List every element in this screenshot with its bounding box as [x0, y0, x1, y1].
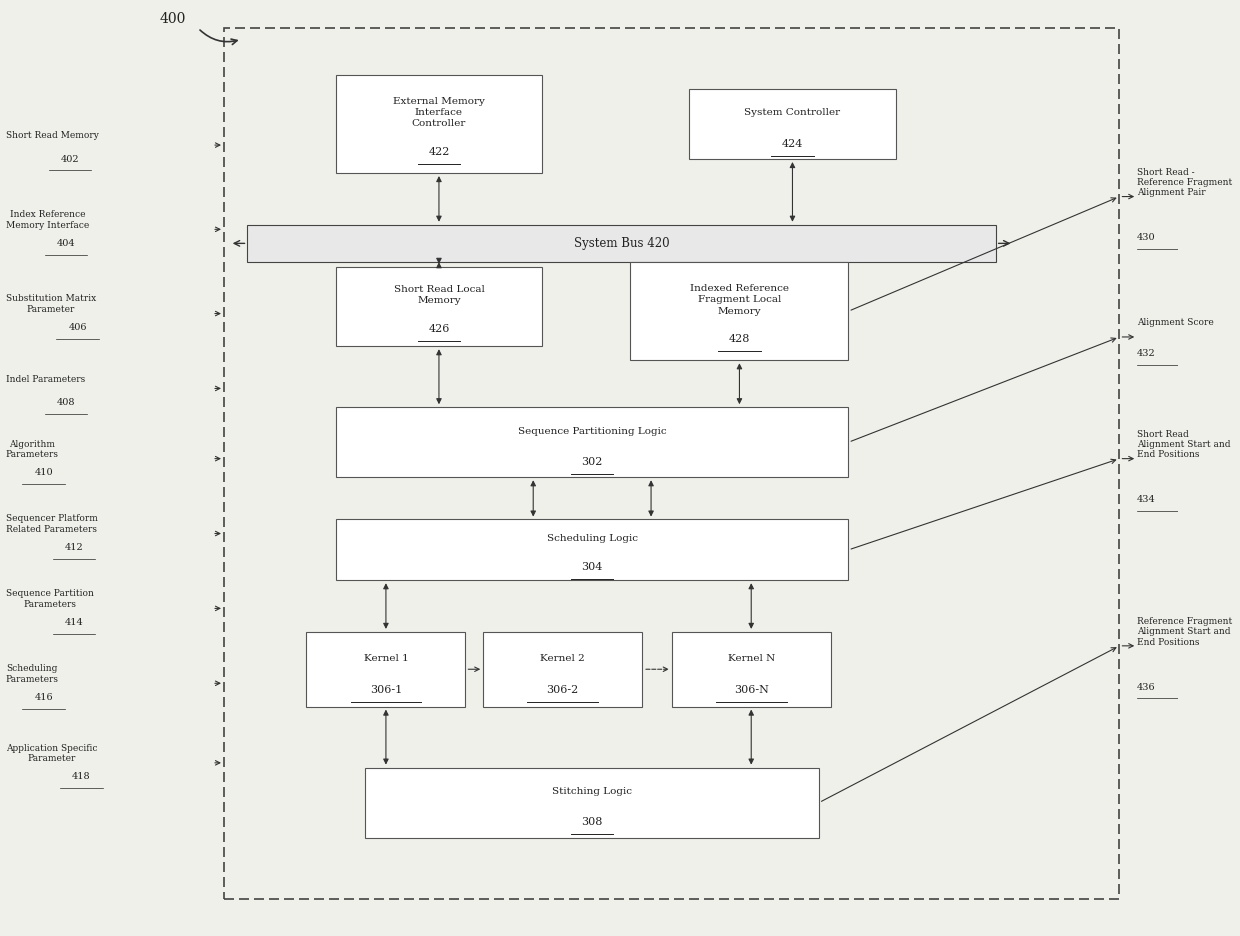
- FancyBboxPatch shape: [306, 632, 465, 707]
- Text: Kernel 1: Kernel 1: [363, 653, 408, 663]
- Text: 304: 304: [582, 562, 603, 572]
- Text: Sequence Partitioning Logic: Sequence Partitioning Logic: [518, 427, 666, 435]
- FancyBboxPatch shape: [630, 262, 848, 360]
- Text: Stitching Logic: Stitching Logic: [552, 787, 632, 796]
- Text: 306-2: 306-2: [547, 685, 579, 695]
- FancyBboxPatch shape: [336, 519, 848, 580]
- FancyBboxPatch shape: [484, 632, 642, 707]
- Text: Index Reference
Memory Interface: Index Reference Memory Interface: [6, 211, 89, 229]
- Text: 402: 402: [61, 154, 79, 164]
- Text: 308: 308: [582, 817, 603, 827]
- FancyBboxPatch shape: [672, 632, 831, 707]
- Text: Reference Fragment
Alignment Start and
End Positions: Reference Fragment Alignment Start and E…: [1137, 617, 1233, 647]
- Text: System Controller: System Controller: [744, 109, 841, 117]
- Text: Indel Parameters: Indel Parameters: [6, 374, 86, 384]
- Text: Short Read
Alignment Start and
End Positions: Short Read Alignment Start and End Posit…: [1137, 430, 1230, 460]
- Text: Short Read -
Reference Fragment
Alignment Pair: Short Read - Reference Fragment Alignmen…: [1137, 168, 1233, 197]
- Text: Application Specific
Parameter: Application Specific Parameter: [6, 744, 98, 763]
- Text: Alignment Score: Alignment Score: [1137, 318, 1214, 328]
- Text: 436: 436: [1137, 682, 1156, 692]
- FancyBboxPatch shape: [336, 407, 848, 477]
- Text: 306-N: 306-N: [734, 685, 769, 695]
- Text: Kernel N: Kernel N: [728, 653, 775, 663]
- Text: Algorithm
Parameters: Algorithm Parameters: [6, 440, 58, 459]
- Text: Sequence Partition
Parameters: Sequence Partition Parameters: [6, 590, 94, 608]
- FancyBboxPatch shape: [336, 267, 542, 346]
- Text: 410: 410: [35, 468, 53, 477]
- Text: Scheduling Logic: Scheduling Logic: [547, 534, 637, 543]
- Text: 408: 408: [57, 398, 76, 407]
- Text: Short Read Memory: Short Read Memory: [6, 131, 99, 140]
- Text: 406: 406: [68, 323, 87, 332]
- Text: System Bus 420: System Bus 420: [574, 237, 670, 250]
- Text: 412: 412: [64, 543, 83, 552]
- Text: Sequencer Platform
Related Parameters: Sequencer Platform Related Parameters: [6, 515, 98, 534]
- Text: Short Read Local
Memory: Short Read Local Memory: [393, 285, 485, 305]
- Text: 302: 302: [582, 457, 603, 467]
- Text: 428: 428: [729, 334, 750, 344]
- FancyBboxPatch shape: [248, 225, 996, 262]
- Text: 432: 432: [1137, 349, 1156, 358]
- Text: 400: 400: [159, 12, 186, 26]
- FancyBboxPatch shape: [689, 89, 895, 159]
- Text: Kernel 2: Kernel 2: [541, 653, 585, 663]
- Text: 404: 404: [57, 239, 76, 248]
- Text: 426: 426: [428, 324, 450, 334]
- Text: 430: 430: [1137, 233, 1156, 242]
- Text: Scheduling
Parameters: Scheduling Parameters: [6, 665, 58, 683]
- Text: Substitution Matrix
Parameter: Substitution Matrix Parameter: [6, 295, 97, 314]
- Text: 418: 418: [72, 772, 91, 782]
- Text: 414: 414: [64, 618, 83, 627]
- Text: External Memory
Interface
Controller: External Memory Interface Controller: [393, 97, 485, 128]
- FancyBboxPatch shape: [366, 768, 818, 838]
- Text: 424: 424: [781, 139, 804, 149]
- Text: 422: 422: [428, 147, 450, 156]
- Text: Indexed Reference
Fragment Local
Memory: Indexed Reference Fragment Local Memory: [689, 285, 789, 315]
- Text: 416: 416: [35, 693, 53, 702]
- Text: 306-1: 306-1: [370, 685, 402, 695]
- Text: 434: 434: [1137, 495, 1156, 505]
- FancyBboxPatch shape: [336, 75, 542, 173]
